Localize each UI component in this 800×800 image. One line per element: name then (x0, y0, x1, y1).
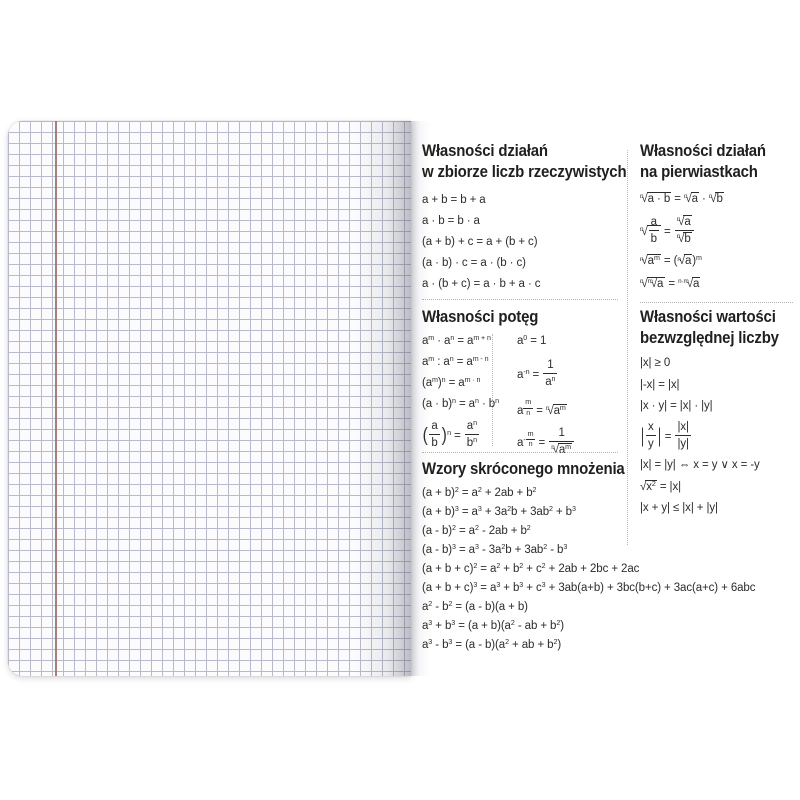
formula: a + b = b + a (422, 194, 486, 207)
formula: a0 = 1 (517, 334, 547, 348)
formula: (am)n = am · n (422, 376, 481, 390)
formula: (a · b)n = an · bn (422, 397, 499, 411)
formula: (a + b)2 = a2 + 2ab + b2 (422, 486, 537, 500)
section-divider (422, 452, 618, 453)
formula: a-n = 1 an (517, 358, 558, 388)
formula: n√am = (n√a)m (640, 254, 702, 268)
formula: am : an = am - n (422, 355, 489, 369)
formula: (a + b) + c = a + (b + c) (422, 236, 538, 249)
formula: (a b)n = an bn (422, 419, 479, 450)
formula: (a - b)2 = a2 - 2ab + b2 (422, 524, 531, 538)
formula: |x · y| = |x| · |y| (640, 400, 713, 413)
formula: (a · b) · c = a · (b · c) (422, 257, 526, 270)
section-absolute-value: Własności wartości bezwzględnej liczby |x… (640, 306, 798, 515)
column-divider (627, 150, 628, 545)
section-short-multiplication: Wzory skróconego mnożenia (a + b)2 = a2 … (422, 458, 755, 659)
formula: |x| ≥ 0 (640, 357, 671, 370)
formula: a-m n = 1 n√am (517, 427, 575, 459)
section-title: Własności działań w zbiorze liczb rzeczyw… (422, 141, 627, 182)
section-roots: Własności działań na pierwiastkach n√a · … (640, 140, 783, 290)
formula: (a - b)3 = a3 - 3a2b + 3ab2 - b3 (422, 543, 568, 557)
formula: n√ a b = n√a n√b (640, 214, 783, 248)
section-title: Wzory skróconego mnożenia (422, 459, 625, 478)
formula: a3 - b3 = (a - b)(a2 + ab + b2) (422, 638, 562, 652)
section-real-numbers: Własności działań w zbiorze liczb rzeczyw… (422, 140, 654, 300)
section-powers: Własności potęg am · an = am + n am : an… (422, 306, 575, 461)
formula: |x + y| ≤ |x| + |y| (640, 502, 718, 515)
page-fold-shadow (411, 121, 431, 676)
formula: a · b = b · a (422, 215, 480, 228)
formula: a2 - b2 = (a - b)(a + b) (422, 600, 528, 614)
formula: (a + b + c)2 = a2 + b2 + c2 + 2ab + 2bc … (422, 562, 640, 576)
section-title: Własności potęg (422, 307, 539, 326)
powers-subcolumn-divider (492, 334, 493, 446)
section-title: Własności wartości bezwzględnej liczby (640, 307, 779, 348)
formula: | x y | = |x| |y| (640, 420, 691, 451)
section-divider (640, 302, 793, 303)
formula: (a + b)3 = a3 + 3a2b + 3ab2 + b3 (422, 505, 576, 519)
formula: n√a · b = n√a · n√b (640, 192, 724, 206)
formula: |-x| = |x| (640, 378, 680, 391)
formula: am · an = am + n (422, 334, 491, 348)
formula: n√m√a = n·m√a (640, 276, 701, 290)
formula: |x| = |y| ⇔ x = y ∨ x = -y (640, 459, 760, 472)
squared-paper-page (8, 121, 411, 676)
formula: a3 + b3 = (a + b)(a2 - ab + b2) (422, 619, 564, 633)
section-divider (422, 299, 618, 300)
formula: a · (b + c) = a · b + a · c (422, 278, 541, 291)
formula: √x2 = |x| (640, 479, 681, 493)
formula: (a + b + c)3 = a3 + b3 + c3 + 3ab(a+b) +… (422, 581, 756, 595)
section-title: Własności działań na pierwiastkach (640, 141, 766, 182)
red-margin-line (55, 121, 57, 676)
